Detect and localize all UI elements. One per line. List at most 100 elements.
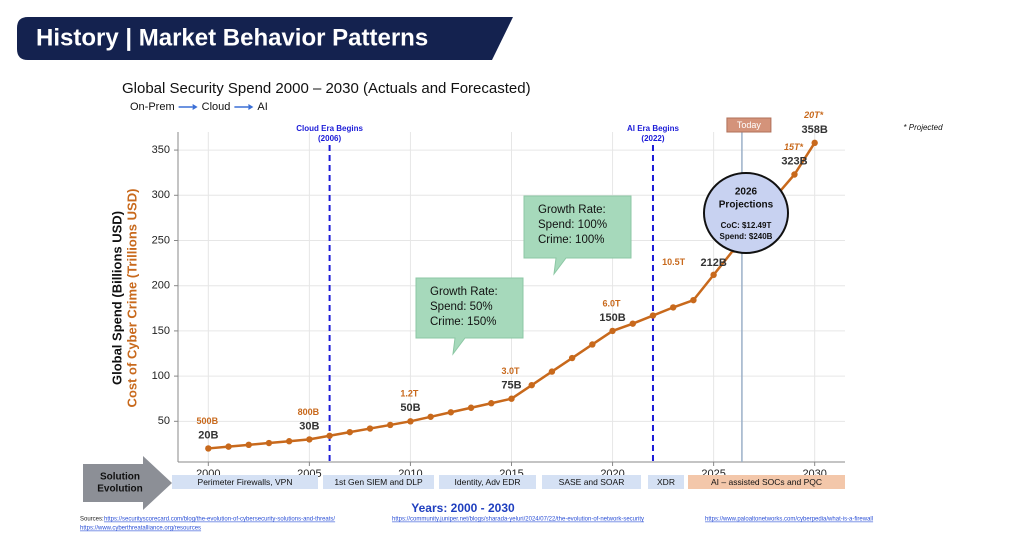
source-link[interactable]: https://www.cyberthreatalliance.org/reso… [80,526,201,532]
projection-text: Spend: $240B [720,232,773,241]
projection-text: CoC: $12.49T [721,221,772,230]
stage-box [688,475,845,489]
event-sublabel: (2006) [318,134,341,143]
data-point [791,171,798,178]
value-label: 323B [781,155,807,167]
stage-label: XDR [657,477,675,487]
subtitle-arrow-head [248,104,254,110]
y-tick-label: 350 [152,144,170,156]
event-label: AI Era Begins [627,124,680,133]
callout-text: Spend: 50% [430,301,493,313]
data-point [649,312,657,319]
value-label: 358B [802,124,828,136]
subtitle-arrow-head [192,104,198,110]
callout-box [523,195,632,276]
y-axis-label-secondary: Cost of Cyber Crime (Trillions USD) [124,189,139,408]
stage-label: Perimeter Firewalls, VPN [198,477,293,487]
data-point [710,271,717,279]
crime-label: 500B [197,416,219,426]
subtitle-part: Cloud [202,101,231,113]
stage-label: SASE and SOAR [559,477,625,487]
callout-box [415,277,524,356]
solution-arrow [83,456,172,510]
data-point [690,296,697,304]
value-label: 50B [400,402,420,414]
y-tick-label: 200 [152,280,170,292]
data-point [387,421,394,429]
crime-label: 1.2T [400,389,419,399]
data-point [589,341,596,348]
data-point [568,354,576,362]
stage-box [542,475,641,489]
data-point [447,409,455,416]
value-label: 75B [501,380,521,392]
data-point [285,438,293,445]
y-tick-label: 300 [152,189,170,201]
source-link[interactable]: https://www.paloaltonetworks.com/cyberpe… [705,517,873,523]
callout-text: Crime: 100% [538,234,604,246]
stage-label: 1st Gen SIEM and DLP [334,477,423,487]
crime-label: 6.0T [603,298,622,308]
data-point [326,432,333,439]
header-title: History | Market Behavior Patterns [36,24,428,51]
data-point [811,139,818,147]
stage-box [323,475,434,489]
data-point [467,404,475,411]
subtitle-part: AI [257,101,267,113]
stage-box [439,475,536,489]
today-box [726,117,772,133]
event-label: Cloud Era Begins [296,124,363,133]
data-point [245,441,252,449]
data-point [346,428,354,436]
event-sublabel: (2022) [641,134,664,143]
y-tick-label: 150 [152,325,170,337]
data-point [407,418,414,425]
callout-text: Growth Rate: [430,286,498,298]
callout-text: Spend: 100% [538,219,607,231]
chart-title: Global Security Spend 2000 – 2030 (Actua… [122,80,531,97]
subtitle-part: On-Prem [130,101,175,113]
projection-title: 2026 [735,187,758,198]
data-point [366,425,374,432]
data-point [528,381,535,389]
projection-bubble [703,172,789,254]
data-point [609,327,616,335]
data-point [488,400,495,407]
y-axis-label: Global Spend (Billions USD) [109,211,124,385]
data-point [629,320,636,327]
y-tick-label: 250 [152,234,170,246]
note: * Projected [903,123,943,132]
y-tick-label: 50 [158,415,170,427]
value-label: 30B [299,420,319,432]
crime-label: 15T* [784,142,804,152]
crime-label: 800B [298,407,320,417]
value-label: 150B [599,312,625,324]
data-point [548,368,556,375]
solution-label: Solution [100,472,140,483]
data-point [669,304,677,311]
data-point [205,445,212,452]
data-point [306,436,313,443]
sources-label: Sources: [80,517,104,523]
data-point [508,395,515,402]
projection-title: Projections [719,200,774,211]
crime-label: 3.0T [501,366,520,376]
y-tick-label: 100 [152,370,170,382]
callout-text: Growth Rate: [538,204,606,216]
today-label: Today [737,120,762,130]
callout-text: Crime: 150% [430,316,496,328]
crime-label: 20T* [803,110,824,120]
data-point [427,413,434,420]
stage-box [648,475,684,489]
stage-label: Identity, Adv EDR [455,477,521,487]
crime-label: 10.5T [662,257,686,267]
header-banner [17,17,513,60]
solution-label: Evolution [97,484,143,495]
source-link[interactable]: https://community.juniper.net/blogs/shar… [392,517,644,523]
stage-box [172,475,318,489]
data-point [265,439,273,447]
value-label: 20B [198,429,218,441]
value-label: 212B [700,257,726,269]
source-link[interactable]: https://securityscorecard.com/blog/the-e… [104,517,335,523]
